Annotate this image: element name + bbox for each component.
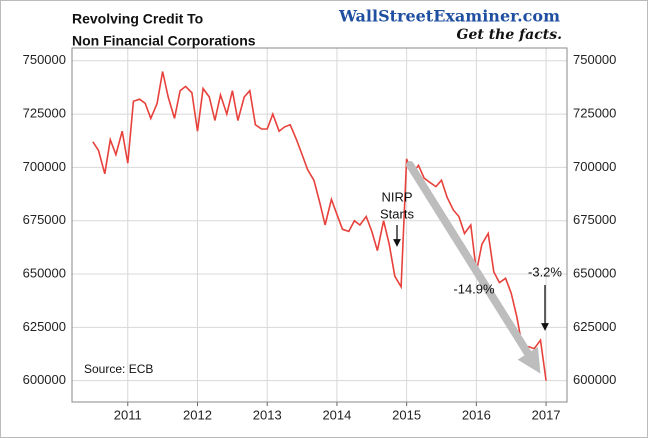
y2-tick-label: 675000 <box>573 212 616 227</box>
trend-arrow <box>406 161 541 374</box>
x-tick-label: 2013 <box>253 407 282 422</box>
x-tick-label: 2011 <box>114 407 142 422</box>
y-tick-label: 625000 <box>23 319 66 334</box>
x-tick-label: 2014 <box>322 407 351 422</box>
y2-tick-label: 750000 <box>573 52 616 67</box>
y-tick-label: 750000 <box>23 52 66 67</box>
chart-title: Non Financial Corporations <box>72 33 256 49</box>
brand: WallStreetExaminer.com <box>338 7 560 26</box>
x-tick-label: 2017 <box>532 407 561 422</box>
tagline: Get the facts. <box>457 27 562 43</box>
y-tick-label: 600000 <box>23 372 66 387</box>
y2-tick-label: 650000 <box>573 265 616 280</box>
x-tick-label: 2016 <box>462 407 491 422</box>
x-tick-label: 2015 <box>392 407 421 422</box>
y-tick-label: 725000 <box>23 106 66 121</box>
y-tick-label: 675000 <box>23 212 66 227</box>
y2-tick-label: 600000 <box>573 372 616 387</box>
plot-frame <box>71 47 568 403</box>
y-tick-label: 700000 <box>23 159 66 174</box>
data-line <box>92 71 547 381</box>
source: Source: ECB <box>84 362 153 376</box>
chart-title: Revolving Credit To <box>72 11 203 27</box>
y-tick-label: 650000 <box>23 265 66 280</box>
annotation: -14.9% <box>453 281 495 296</box>
x-tick-label: 2012 <box>183 407 212 422</box>
plot-area: 600000 600000 625000 625000 650000 650000 6750… <box>23 47 616 422</box>
y2-tick-label: 725000 <box>573 106 616 121</box>
y2-tick-label: 700000 <box>573 159 616 174</box>
y2-tick-label: 625000 <box>573 319 616 334</box>
annotation: -3.2% <box>528 264 562 279</box>
annotation: Starts <box>380 206 414 221</box>
annotation: NIRP <box>381 189 412 204</box>
